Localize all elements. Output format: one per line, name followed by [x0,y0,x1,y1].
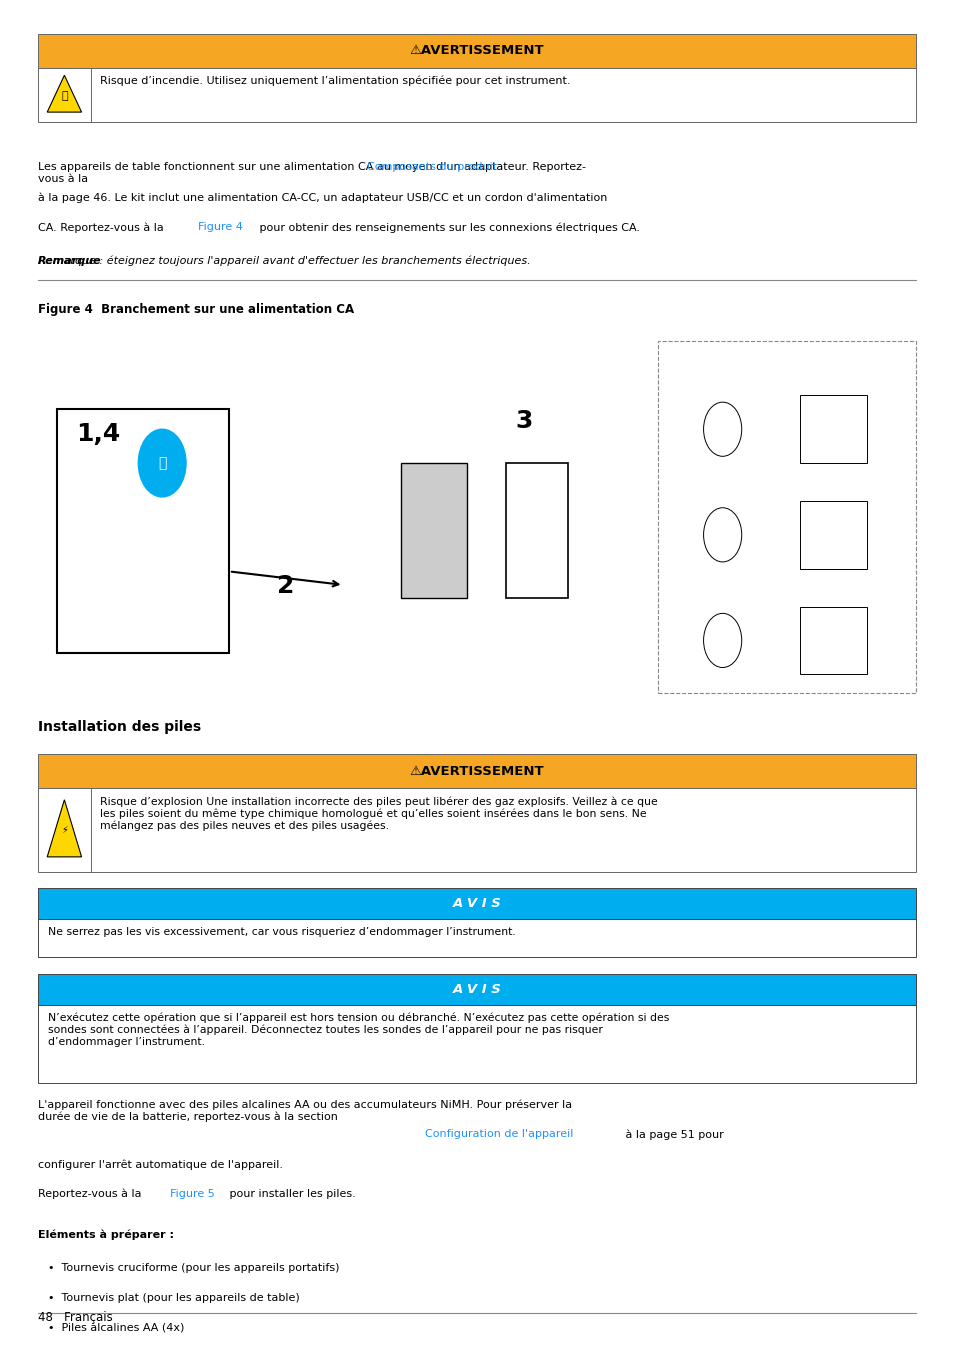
Text: 2: 2 [276,574,294,598]
Bar [57,409,229,653]
Bar [799,395,866,463]
Polygon shape [48,76,82,112]
Bar [38,34,915,68]
Text: ⚡: ⚡ [61,825,68,835]
Bar [658,341,915,693]
Text: Configuration de l'appareil: Configuration de l'appareil [425,1129,574,1139]
Text: à la page 46. Le kit inclut une alimentation CA-CC, un adaptateur USB/CC et un c: à la page 46. Le kit inclut une alimenta… [38,192,607,203]
Bar [505,463,567,598]
Bar [799,607,866,674]
Text: Ne serrez pas les vis excessivement, car vous risqueriez d’endommager l’instrume: Ne serrez pas les vis excessivement, car… [48,927,515,937]
Text: ⚠AVERTISSEMENT: ⚠AVERTISSEMENT [409,765,544,777]
Text: à la page 51 pour: à la page 51 pour [621,1129,723,1140]
Text: 3: 3 [515,409,532,433]
Text: configurer l'arrêt automatique de l'appareil.: configurer l'arrêt automatique de l'appa… [38,1159,283,1170]
Text: Figure 4  Branchement sur une alimentation CA: Figure 4 Branchement sur une alimentatio… [38,303,354,317]
Text: pour obtenir des renseignements sur les connexions électriques CA.: pour obtenir des renseignements sur les … [255,222,639,233]
Text: 1,4: 1,4 [76,422,120,447]
Bar [799,501,866,569]
Polygon shape [48,800,82,857]
Bar [38,788,915,872]
Text: Reportez-vous à la: Reportez-vous à la [38,1189,145,1200]
Text: Remarque: Remarque [38,256,102,265]
Bar [38,68,915,122]
Text: Remarque : éteignez toujours l'appareil avant d'effectuer les branchements élect: Remarque : éteignez toujours l'appareil … [38,256,530,267]
Text: ⏻: ⏻ [158,456,166,470]
Text: •  Tournevis cruciforme (pour les appareils portatifs): • Tournevis cruciforme (pour les apparei… [48,1263,339,1273]
Text: Composants du produit: Composants du produit [367,162,497,172]
Text: L'appareil fonctionne avec des piles alcalines AA ou des accumulateurs NiMH. Pou: L'appareil fonctionne avec des piles alc… [38,1099,572,1122]
Bar [38,328,915,707]
Bar [38,754,915,788]
Text: •  Piles alcalines AA (4x): • Piles alcalines AA (4x) [48,1323,184,1332]
Text: 48   Français: 48 Français [38,1311,112,1324]
Text: Risque d’explosion Une installation incorrecte des piles peut libérer des gaz ex: Risque d’explosion Une installation inco… [100,796,658,831]
Bar [400,463,467,598]
Text: Figure 5: Figure 5 [170,1189,214,1198]
Circle shape [138,429,186,497]
Bar [38,919,915,957]
Text: N’exécutez cette opération que si l’appareil est hors tension ou débranché. N’ex: N’exécutez cette opération que si l’appa… [48,1013,668,1047]
Text: A V I S: A V I S [452,983,501,995]
Bar [38,888,915,919]
Text: Figure 4: Figure 4 [198,222,243,232]
Text: •  Tournevis plat (pour les appareils de table): • Tournevis plat (pour les appareils de … [48,1293,299,1303]
Text: pour installer les piles.: pour installer les piles. [226,1189,355,1198]
Text: A V I S: A V I S [452,898,501,910]
Text: Installation des piles: Installation des piles [38,720,201,734]
Bar [38,1005,915,1083]
Text: Risque d’incendie. Utilisez uniquement l’alimentation spécifiée pour cet instrum: Risque d’incendie. Utilisez uniquement l… [100,76,570,87]
Text: Les appareils de table fonctionnent sur une alimentation CA au moyen d'un adapta: Les appareils de table fonctionnent sur … [38,162,585,184]
Text: 🔥: 🔥 [61,91,68,100]
Text: CA. Reportez-vous à la: CA. Reportez-vous à la [38,222,167,233]
Text: ⚠AVERTISSEMENT: ⚠AVERTISSEMENT [409,45,544,57]
Bar [38,974,915,1005]
Text: Eléments à préparer :: Eléments à préparer : [38,1229,174,1240]
